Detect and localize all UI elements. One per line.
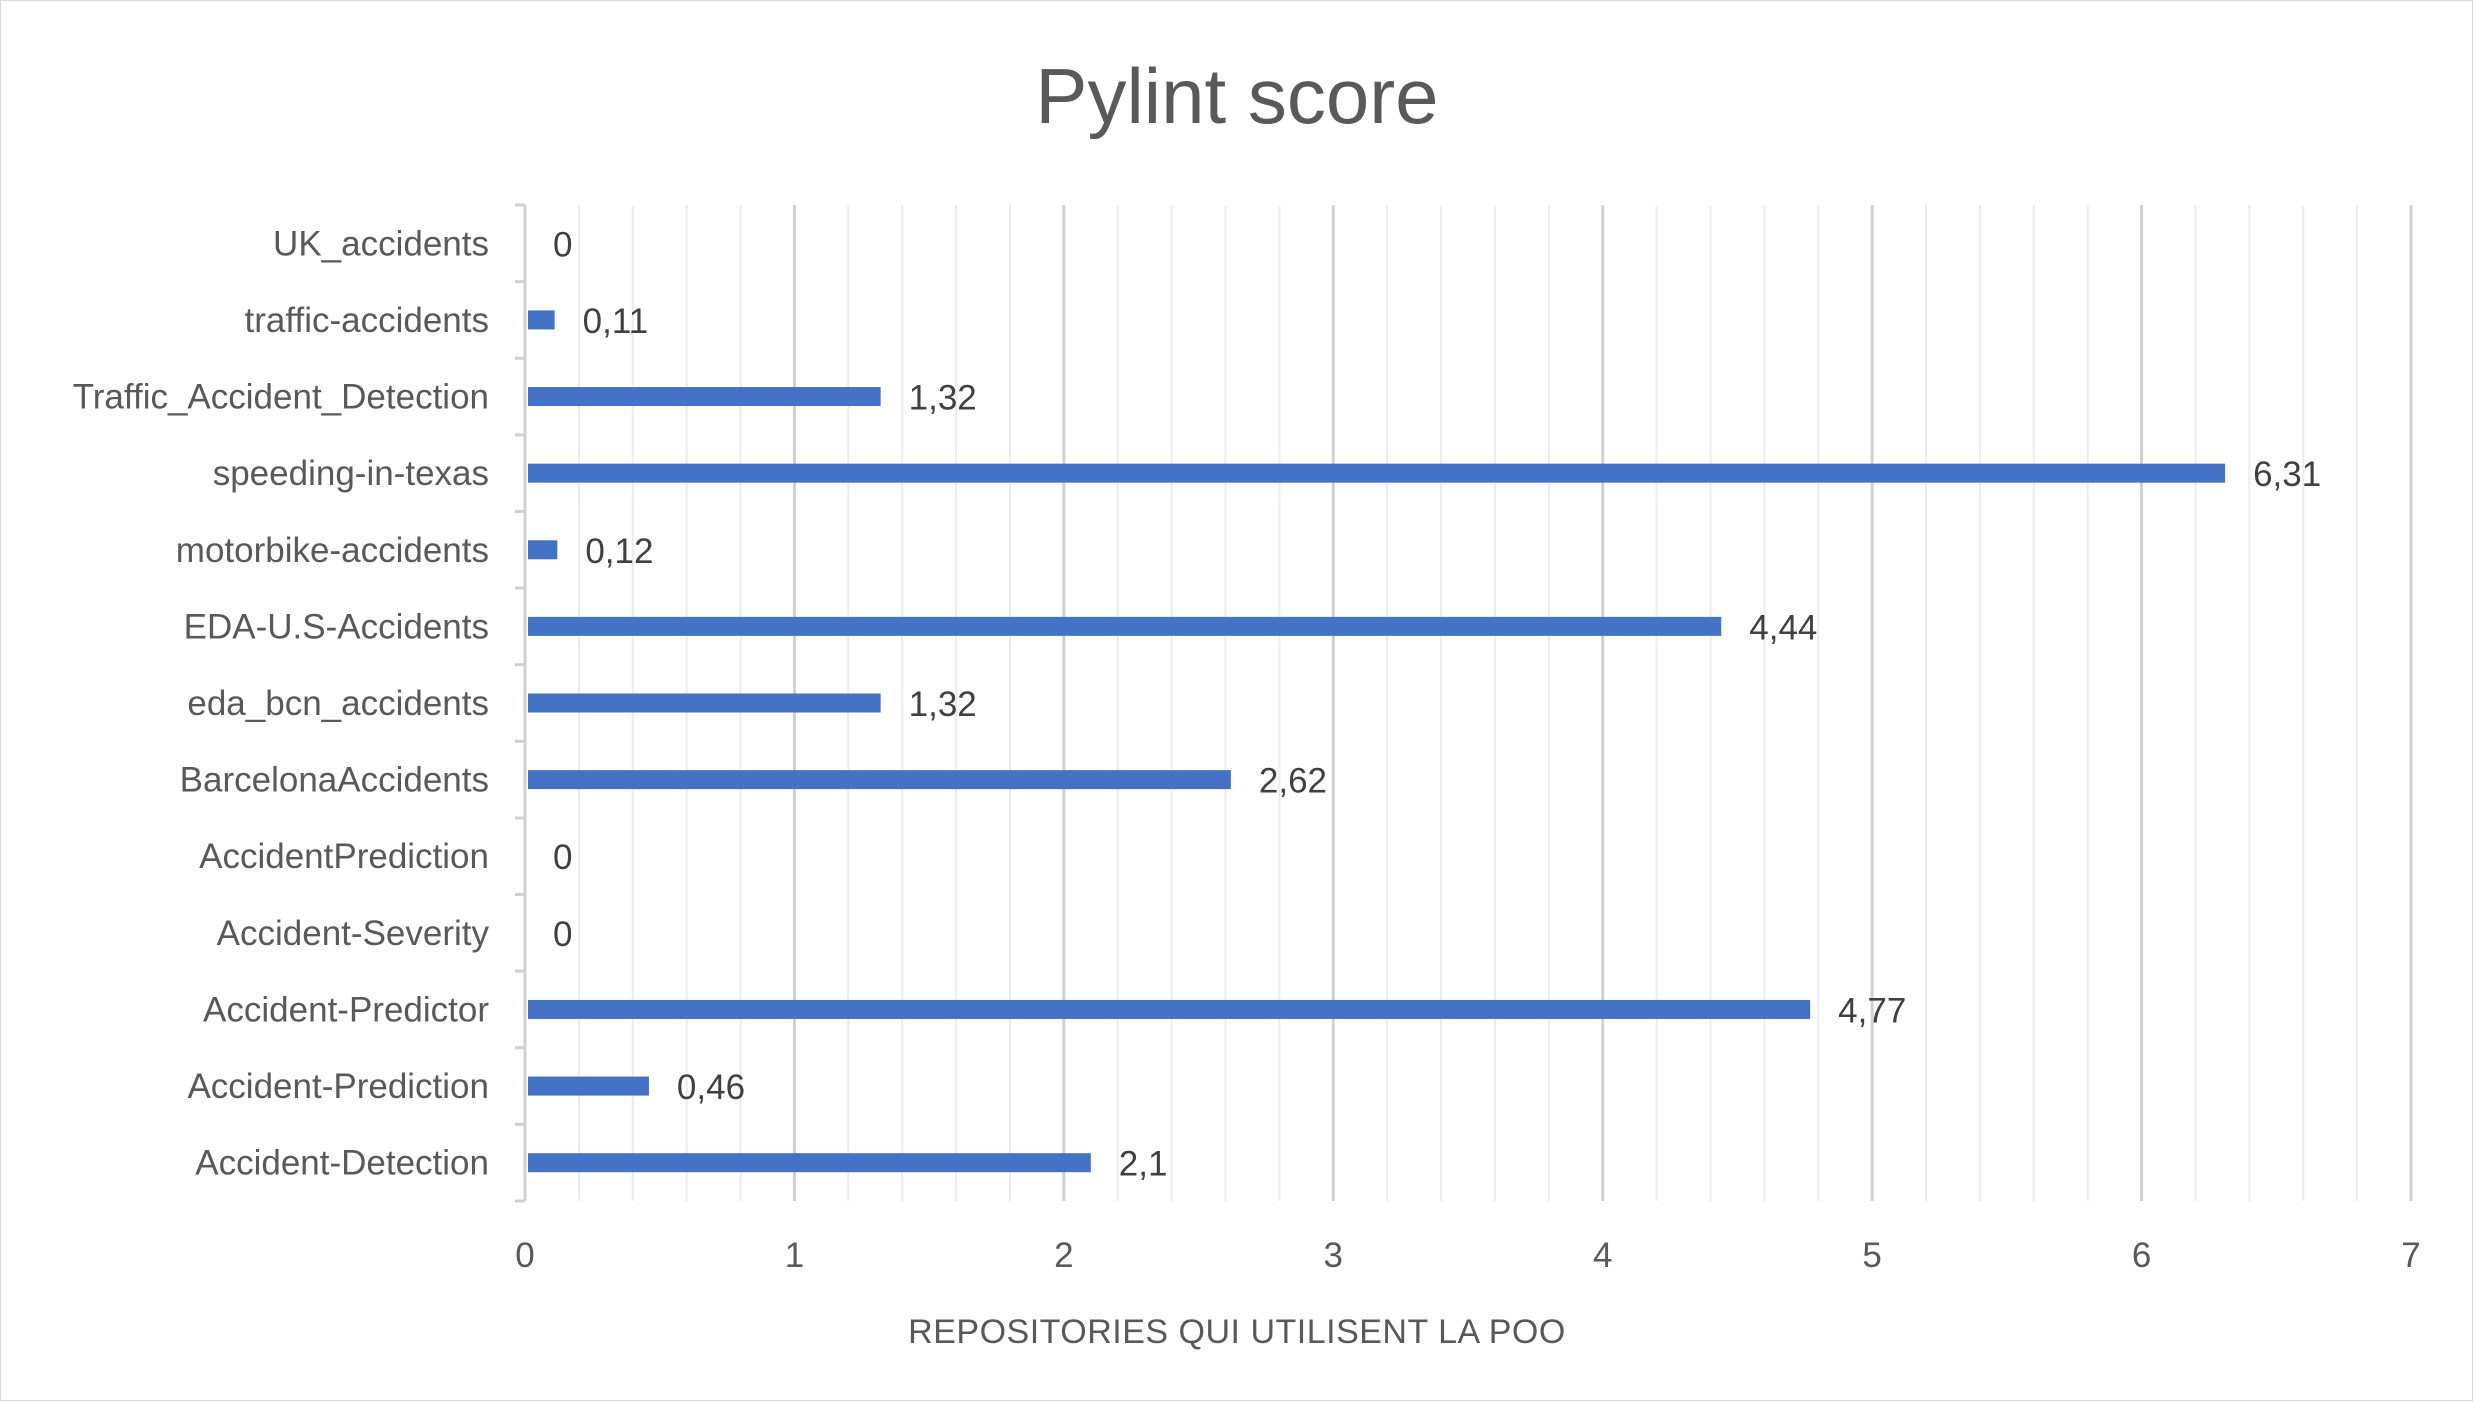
data-label: 0,11 — [583, 302, 649, 341]
x-tick-label: 7 — [2401, 1236, 2420, 1275]
data-label: 4,77 — [1838, 991, 1906, 1030]
x-tick-label: 5 — [1862, 1236, 1881, 1275]
data-label: 4,44 — [1749, 608, 1817, 647]
x-tick-label: 1 — [785, 1236, 804, 1275]
category-axis — [515, 203, 527, 1203]
data-label: 0 — [553, 838, 572, 877]
data-label: 0,12 — [585, 532, 653, 571]
x-axis-title: REPOSITORIES QUI UTILISENT LA POO — [908, 1313, 1566, 1351]
data-label: 1,32 — [909, 379, 977, 418]
category-label: Accident-Detection — [195, 1144, 489, 1183]
x-tick-label: 4 — [1593, 1236, 1612, 1275]
bar — [528, 770, 1231, 790]
x-tick-label: 3 — [1324, 1236, 1343, 1275]
category-label: motorbike-accidents — [176, 531, 489, 570]
x-tick-label: 0 — [515, 1236, 534, 1275]
category-labels: UK_accidents traffic-accidents Traffic_Acc… — [73, 224, 490, 1182]
bar — [528, 999, 1811, 1019]
data-label: 1,32 — [909, 685, 977, 724]
data-label: 0,46 — [677, 1068, 745, 1107]
bar — [528, 693, 881, 713]
category-label: traffic-accidents — [245, 301, 489, 340]
bar — [528, 387, 881, 407]
data-label: 2,62 — [1259, 762, 1327, 801]
data-label: 6,31 — [2253, 455, 2321, 494]
category-label: Accident-Predictor — [203, 990, 489, 1029]
category-label: eda_bcn_accidents — [187, 684, 489, 723]
x-tick-label: 6 — [2132, 1236, 2151, 1275]
category-label: AccidentPrediction — [199, 837, 489, 876]
bar — [528, 1153, 1091, 1173]
category-label: Accident-Prediction — [187, 1067, 489, 1106]
data-labels: 0 0,11 1,32 6,31 0,12 4,44 1,32 2,62 0 0 4,77 0,46 2… — [553, 225, 2321, 1183]
bar — [528, 310, 555, 330]
x-tick-labels: 0 1 2 3 4 5 6 7 — [515, 1236, 2420, 1275]
category-label: Accident-Severity — [217, 914, 490, 953]
x-tick-label: 2 — [1054, 1236, 1073, 1275]
bar — [528, 540, 558, 560]
category-label: speeding-in-texas — [213, 454, 489, 493]
category-label: BarcelonaAccidents — [180, 761, 489, 800]
bar — [528, 616, 1722, 636]
bars — [528, 310, 2226, 1173]
category-label: Traffic_Accident_Detection — [73, 378, 489, 417]
bar — [528, 1076, 649, 1096]
data-label: 2,1 — [1119, 1145, 1168, 1184]
chart-title: Pylint score — [1035, 52, 1438, 140]
data-label: 0 — [553, 225, 572, 264]
category-label: UK_accidents — [273, 224, 489, 263]
category-label: EDA-U.S-Accidents — [184, 607, 489, 646]
data-label: 0 — [553, 915, 572, 954]
bar — [528, 463, 2226, 483]
gridlines — [577, 205, 2413, 1201]
